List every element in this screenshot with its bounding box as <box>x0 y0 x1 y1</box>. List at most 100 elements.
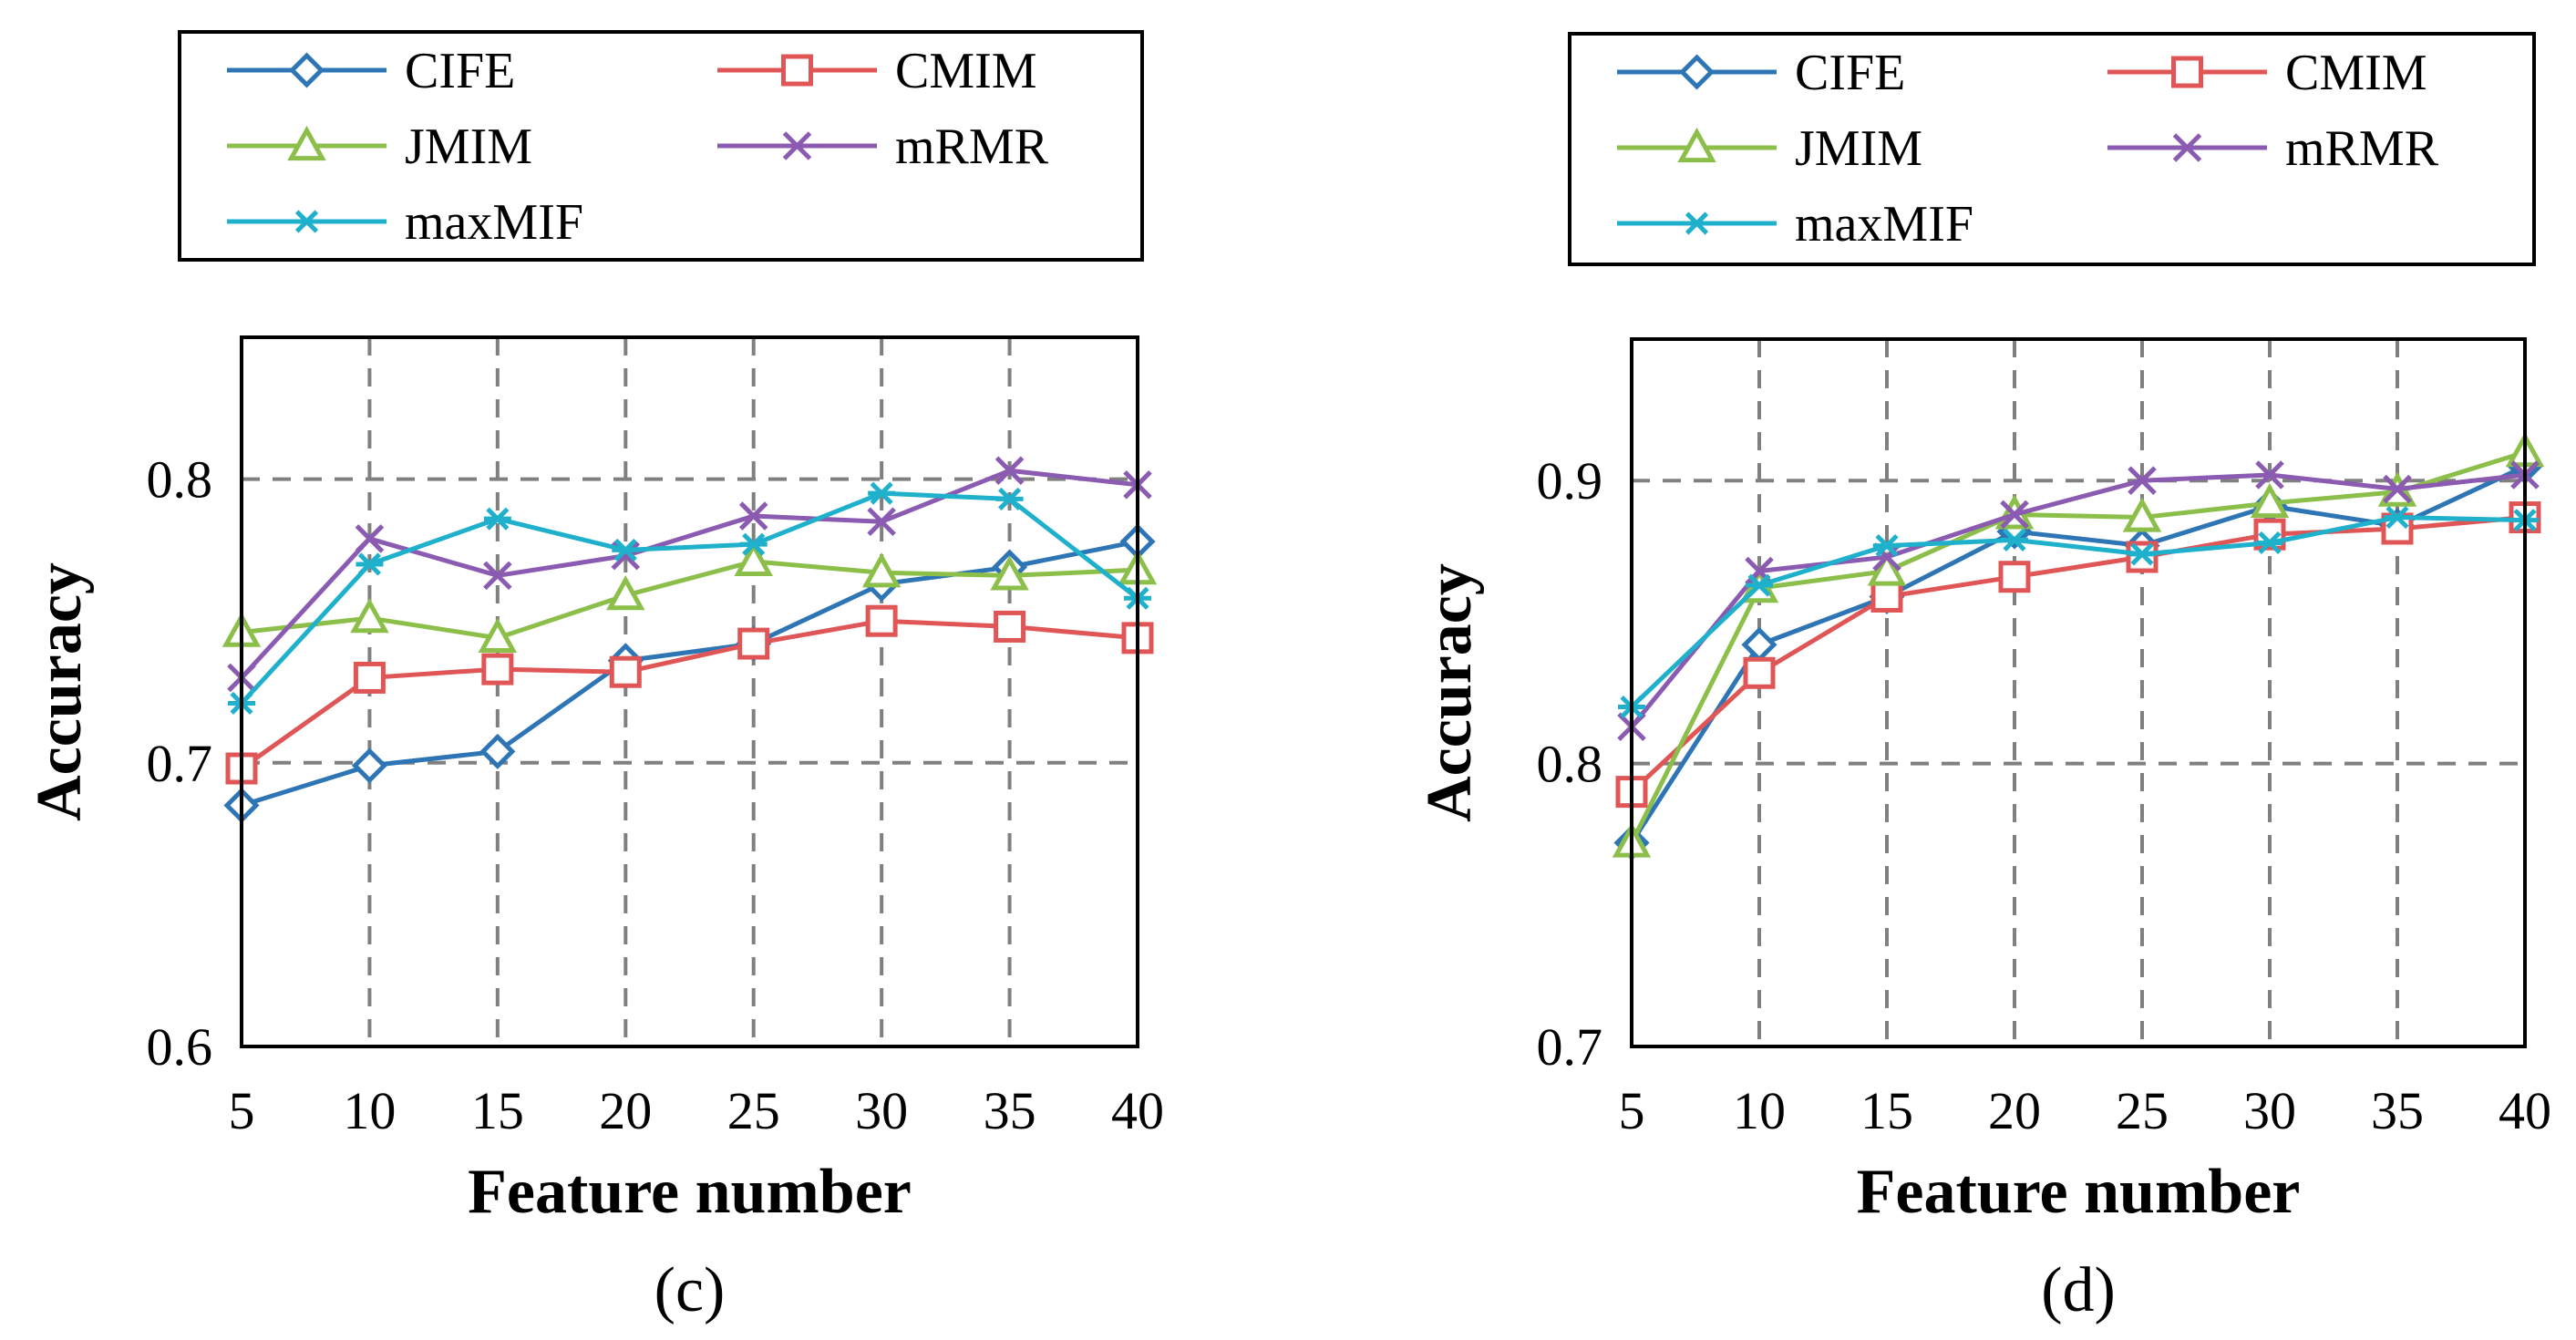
y-tick-label: 0.7 <box>1537 1017 1603 1077</box>
legend-label: maxMIF <box>1795 196 1973 253</box>
x-tick-label: 5 <box>1619 1081 1645 1140</box>
legend-label: mRMR <box>895 119 1049 175</box>
x-tick-label: 20 <box>1988 1081 2041 1140</box>
data-point-maxmif <box>2384 505 2411 530</box>
legend-item-cife: CIFE <box>227 43 515 99</box>
legend-marker <box>2172 133 2202 162</box>
data-point-mrmr <box>483 561 512 591</box>
x-axis-label: Feature number <box>468 1157 912 1227</box>
x-tick-label: 10 <box>343 1081 396 1140</box>
series-line-cmim <box>240 618 1139 771</box>
legend-item-mrmr: mRMR <box>717 119 1049 175</box>
data-point-maxmif <box>739 532 768 556</box>
data-point-jmim <box>2122 497 2162 532</box>
data-point-jmim <box>861 552 902 588</box>
series-line-cmim <box>1630 515 2526 794</box>
data-point-mrmr <box>738 501 768 531</box>
series-mrmr <box>1617 460 2540 742</box>
series-line-jmim <box>1629 449 2526 844</box>
data-point-jmim <box>734 541 773 576</box>
y-axis-label: Accuracy <box>25 562 95 821</box>
x-tick-label: 25 <box>727 1081 780 1140</box>
data-point-jmim <box>606 575 645 611</box>
gridlines <box>1632 339 2525 1046</box>
x-tick-label: 5 <box>229 1081 255 1140</box>
data-point-maxmif <box>2001 528 2028 551</box>
data-point-maxmif <box>2256 531 2283 555</box>
legend-label: JMIM <box>405 119 532 175</box>
data-point-jmim <box>2250 482 2290 519</box>
data-point-jmim <box>990 555 1029 591</box>
series-line-cife <box>241 539 1139 808</box>
legend-label: CMIM <box>2285 45 2427 101</box>
data-point-jmim <box>478 617 518 653</box>
data-point-maxmif <box>1746 573 1773 597</box>
legend-label: JMIM <box>1795 120 1922 177</box>
legend-marker <box>1683 211 1711 235</box>
legend-marker <box>782 131 812 160</box>
legend-label: CMIM <box>895 43 1037 99</box>
data-point-cmim <box>353 661 386 694</box>
x-tick-label: 40 <box>1111 1081 1164 1140</box>
x-tick-label: 30 <box>855 1081 908 1140</box>
data-point-cmim <box>1998 561 2031 593</box>
data-point-cmim <box>994 610 1026 643</box>
data-point-maxmif <box>355 552 384 576</box>
data-point-cmim <box>1870 580 1903 613</box>
data-point-mrmr <box>355 524 385 553</box>
x-tick-label: 15 <box>471 1081 524 1140</box>
x-axis-label: Feature number <box>1857 1157 2301 1227</box>
y-tick-label: 0.7 <box>147 734 213 793</box>
legend: CIFE CMIM JMIM mRMR maxMIF <box>1568 32 2536 266</box>
legend-label: mRMR <box>2285 120 2439 177</box>
legend-item-jmim: JMIM <box>227 119 532 175</box>
legend-marker <box>2171 56 2203 88</box>
legend-label: maxMIF <box>405 194 583 251</box>
y-tick-label: 0.8 <box>1537 735 1603 794</box>
plot-frame <box>1630 337 2527 1048</box>
data-point-maxmif <box>868 481 896 505</box>
legend-item-cmim: CMIM <box>717 43 1037 99</box>
legend-marker <box>287 125 326 161</box>
data-point-mrmr <box>2128 466 2157 495</box>
legend-item-cmim: CMIM <box>2107 45 2427 101</box>
data-point-cmim <box>737 627 770 660</box>
data-point-jmim <box>350 597 389 634</box>
x-tick-label: 40 <box>2499 1081 2551 1140</box>
series-maxmif <box>1618 505 2539 719</box>
legend-item-mrmr: mRMR <box>2107 120 2439 177</box>
x-tick-label: 30 <box>2243 1081 2296 1140</box>
data-point-jmim <box>1867 551 1907 586</box>
data-point-cmim <box>865 604 898 637</box>
y-tick-label: 0.9 <box>1537 451 1603 510</box>
legend-label: CIFE <box>1795 45 1905 101</box>
series-line-maxmif <box>1630 515 2526 709</box>
legend-label: CIFE <box>405 43 515 99</box>
chart-c: 0.6 0.7 0.8 5 10 15 20 25 30 35 40 Accuracy Feature … <box>25 30 1164 1325</box>
data-point-maxmif <box>612 538 640 562</box>
series-line-maxmif <box>240 490 1139 706</box>
series-maxmif <box>228 481 1151 716</box>
y-tick-label: 0.8 <box>147 450 213 510</box>
y-axis-label: Accuracy <box>1415 563 1485 822</box>
series-line-jmim <box>241 559 1139 641</box>
legend-item-maxmif: maxMIF <box>227 194 583 251</box>
legend-marker <box>781 54 813 87</box>
series-line-mrmr <box>240 468 1139 680</box>
legend-marker <box>1677 127 1716 163</box>
data-point-cife <box>479 733 516 769</box>
data-point-mrmr <box>867 507 896 537</box>
legend-marker <box>288 52 325 88</box>
data-point-cife <box>1741 626 1777 663</box>
series-line-mrmr <box>1630 472 2526 728</box>
data-point-mrmr <box>994 456 1025 486</box>
data-point-cmim <box>481 653 514 685</box>
plot-frame <box>240 335 1139 1048</box>
panel-label: (d) <box>2041 1255 2116 1325</box>
x-tick-label: 35 <box>984 1081 1036 1140</box>
data-point-mrmr <box>2383 474 2412 504</box>
data-point-cife <box>351 747 387 784</box>
legend-item-maxmif: maxMIF <box>1617 196 1973 253</box>
series-jmim <box>222 541 1158 653</box>
